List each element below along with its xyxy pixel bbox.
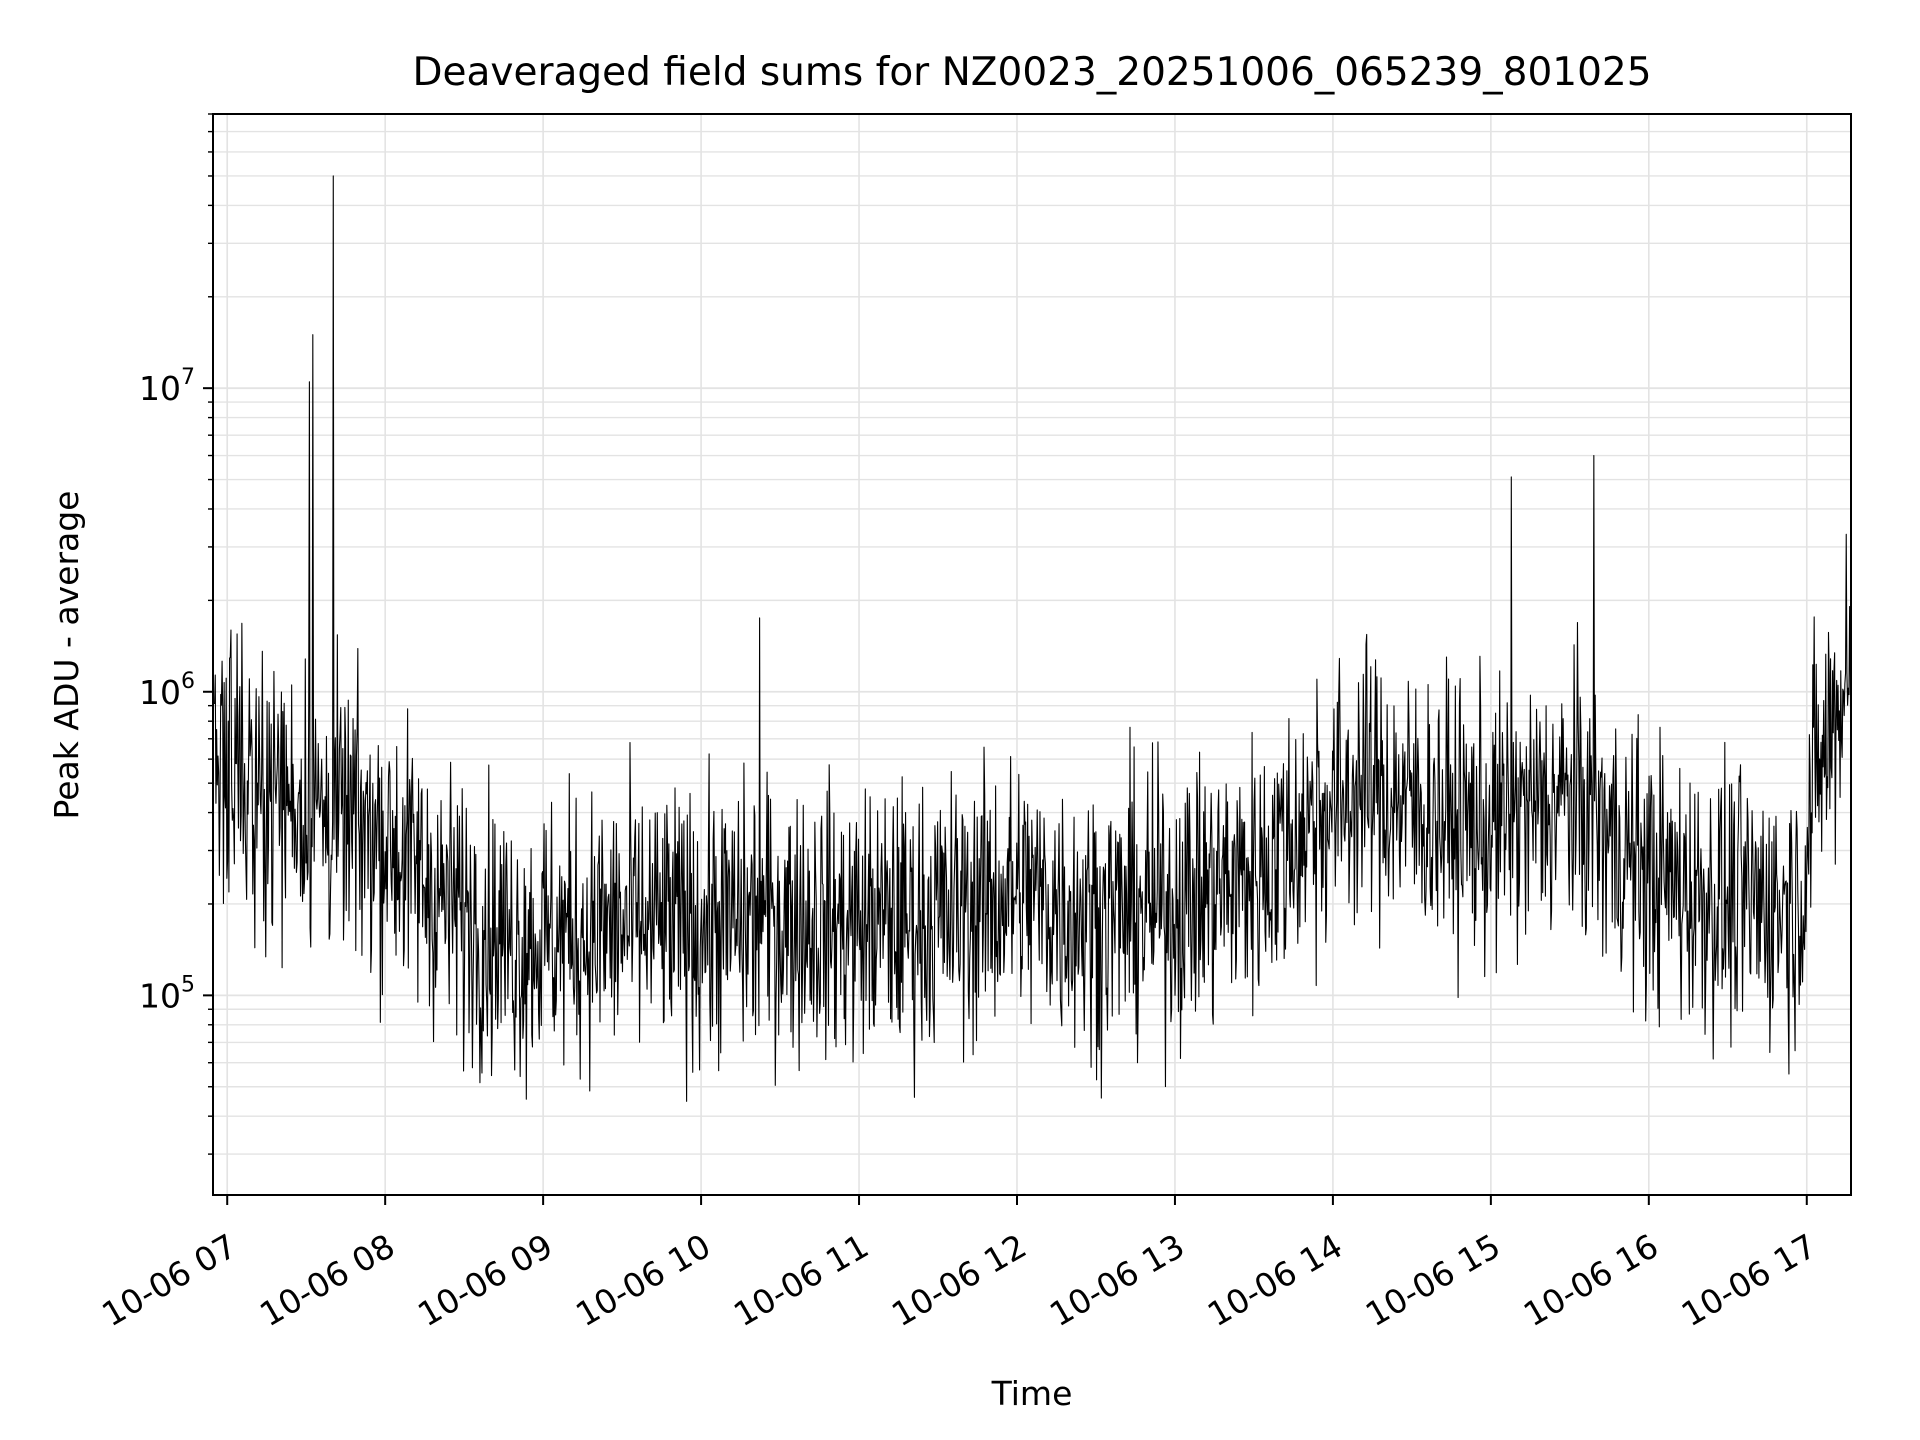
plot-frame xyxy=(212,113,1852,1196)
x-tick-label: 10-06 14 xyxy=(1201,1226,1349,1334)
chart-title: Deaveraged field sums for NZ0023_2025100… xyxy=(412,50,1651,95)
series-line xyxy=(214,175,1852,1102)
x-tick-label: 10-06 15 xyxy=(1359,1226,1507,1334)
y-tick-label: 106 xyxy=(139,669,195,712)
x-tick-label: 10-06 17 xyxy=(1675,1226,1823,1334)
x-tick-label: 10-06 08 xyxy=(253,1226,401,1334)
y-axis-label: Peak ADU - average xyxy=(47,491,86,820)
grid xyxy=(213,113,1851,1195)
x-tick-label: 10-06 09 xyxy=(411,1226,559,1334)
x-axis: 10-06 07 10-06 08 10-06 09 10-06 10 10-06 11… xyxy=(95,1195,1823,1334)
x-tick-label: 10-06 13 xyxy=(1043,1226,1191,1334)
x-tick-label: 10-06 11 xyxy=(727,1226,875,1334)
x-tick-label: 10-06 12 xyxy=(885,1226,1033,1334)
x-tick-label: 10-06 07 xyxy=(95,1226,243,1334)
y-tick-label: 107 xyxy=(139,365,195,408)
series xyxy=(214,175,1852,1102)
x-axis-label: Time xyxy=(991,1374,1073,1413)
x-tick-label: 10-06 10 xyxy=(569,1226,717,1334)
y-axis: 105 106 107 xyxy=(139,113,213,1155)
y-tick-label: 105 xyxy=(139,972,195,1015)
x-tick-label: 10-06 16 xyxy=(1517,1226,1665,1334)
